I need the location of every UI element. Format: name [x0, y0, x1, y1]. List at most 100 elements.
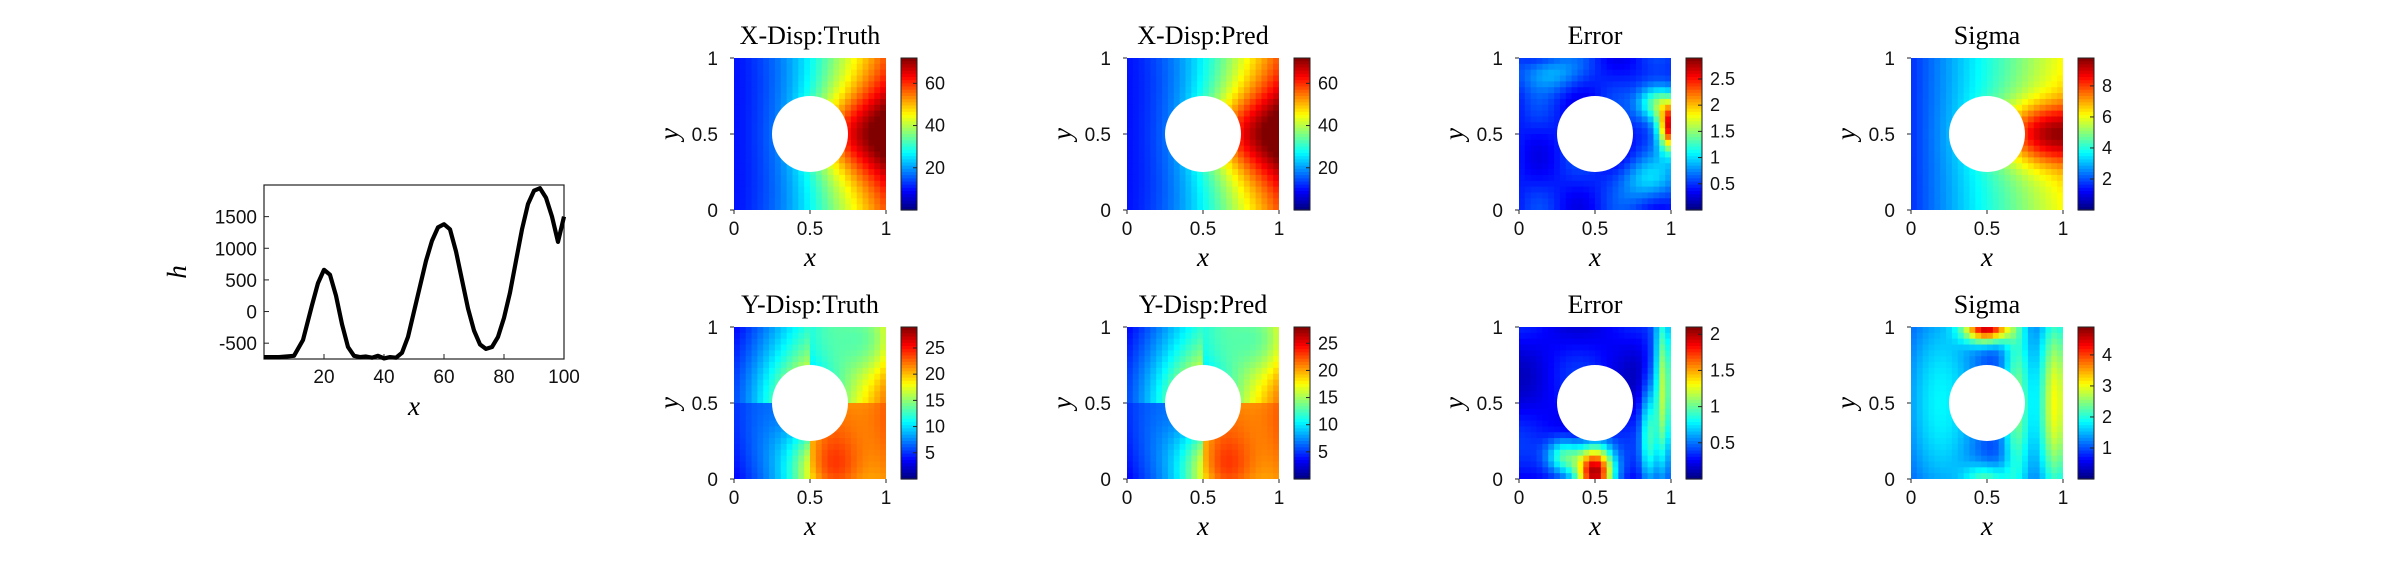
- heatmap-cell: [1273, 151, 1279, 158]
- heatmap-cell: [1595, 69, 1602, 77]
- heatmap-cell: [1232, 455, 1239, 463]
- heatmap-cell: [1641, 145, 1649, 153]
- heatmap-cell: [1542, 379, 1549, 387]
- heatmap-cell: [1238, 157, 1245, 164]
- heatmap-cell: [1647, 204, 1655, 210]
- colorbar-step: [2078, 187, 2094, 192]
- heatmap-cell: [1238, 449, 1245, 457]
- heatmap-cell: [821, 350, 829, 357]
- heatmap-cell: [1156, 350, 1163, 357]
- colorbar-step: [901, 336, 917, 341]
- heatmap-cell: [1203, 186, 1210, 194]
- heatmap-cell: [1571, 69, 1579, 77]
- heatmap-cell: [839, 344, 846, 351]
- colorbar-step: [901, 453, 917, 458]
- heatmap-cell: [1255, 449, 1263, 457]
- heatmap-cell: [1132, 145, 1140, 153]
- heatmap-cell: [745, 122, 753, 129]
- heatmap-cell: [1197, 327, 1204, 334]
- heatmap-cell: [2027, 174, 2035, 182]
- heatmap-cell: [868, 432, 875, 439]
- colorbar-step: [1294, 184, 1310, 189]
- heatmap-cell: [1571, 344, 1579, 351]
- heatmap-cell: [757, 192, 764, 199]
- heatmap-cell: [1577, 93, 1584, 100]
- colorbar-tick-label: 1.5: [1710, 121, 1735, 141]
- heatmap-cell: [2033, 192, 2041, 199]
- heatmap-cells: [1911, 58, 2063, 210]
- colorbar-step: [901, 447, 917, 452]
- heatmap-cell: [774, 338, 782, 346]
- heatmap-cell: [1542, 414, 1549, 422]
- heatmap-cell: [1922, 139, 1930, 147]
- heatmap-cell: [1653, 58, 1660, 65]
- heatmap-cell: [2057, 169, 2063, 176]
- heatmap-cell: [1524, 104, 1532, 112]
- colorbar-step: [901, 156, 917, 160]
- heatmap-cell: [1963, 180, 1971, 188]
- heatmap-cell: [1150, 403, 1157, 410]
- heatmap-cell: [751, 186, 758, 194]
- heatmap-cell: [1185, 350, 1192, 357]
- colorbar-step: [1294, 377, 1310, 382]
- colorbar-step: [1686, 73, 1702, 78]
- colorbar-step: [901, 64, 917, 69]
- heatmap-cell: [815, 75, 823, 82]
- heatmap-cell: [845, 414, 852, 422]
- heatmap-cell: [1987, 81, 1994, 88]
- heatmap-cell: [1238, 122, 1245, 129]
- heatmap-cell: [1565, 174, 1573, 182]
- heatmap-cell: [745, 432, 753, 439]
- heatmap-cell: [1243, 449, 1251, 457]
- heatmap-cell: [745, 145, 753, 153]
- heatmap-cell: [1167, 438, 1175, 445]
- heatmap-cell: [774, 362, 782, 369]
- heatmap-cell: [850, 467, 858, 474]
- heatmap-cell: [1969, 58, 1976, 65]
- heatmap-cell: [1600, 338, 1608, 346]
- heatmap-cell: [880, 403, 886, 410]
- heatmap-cell: [1530, 350, 1538, 357]
- heatmap-cell: [1589, 180, 1596, 188]
- heatmap-cell: [827, 198, 834, 205]
- heatmap-cell: [734, 122, 741, 129]
- heatmap-cell: [1624, 58, 1631, 65]
- colorbar-step: [1294, 456, 1310, 461]
- heatmap-cell: [1208, 356, 1216, 363]
- heatmap-cell: [1559, 186, 1567, 194]
- heatmap-cell: [1261, 403, 1268, 410]
- heatmap-cell: [1536, 98, 1543, 106]
- heatmap-cell: [1583, 180, 1590, 188]
- heatmap-cell: [757, 362, 764, 369]
- heatmap-cell: [1647, 116, 1655, 123]
- colorbar-step: [1294, 149, 1310, 154]
- colorbar-step: [1294, 469, 1310, 474]
- heatmap-cell: [1583, 327, 1590, 334]
- heatmap-cell: [1238, 104, 1245, 112]
- heatmap-cell: [880, 192, 886, 199]
- heatmap-cell: [1589, 344, 1596, 351]
- heatmap-cell: [786, 362, 794, 369]
- heatmap-cell: [1156, 391, 1163, 398]
- heatmap-cell: [827, 93, 834, 100]
- heatmap-cell: [1951, 104, 1959, 112]
- heatmap-cell: [1559, 69, 1567, 77]
- heatmap-cell: [1255, 455, 1263, 463]
- heatmap-cell: [1618, 332, 1625, 340]
- heatmap-cell: [1928, 192, 1935, 199]
- heatmap-cell: [1249, 426, 1257, 433]
- heatmap-cell: [1536, 327, 1543, 334]
- y-axis-label: y: [654, 128, 684, 143]
- heatmap-cell: [1530, 356, 1538, 363]
- heatmap-cell: [856, 420, 864, 427]
- heatmap-cell: [1138, 198, 1146, 205]
- heatmap-cell: [1208, 467, 1216, 474]
- colorbar-step: [1294, 115, 1310, 119]
- heatmap-cell: [1255, 373, 1263, 381]
- heatmap-cell: [2045, 186, 2052, 194]
- heatmap-cell: [1922, 169, 1930, 176]
- heatmap-cell: [1238, 327, 1245, 334]
- heatmap-cell: [1928, 81, 1935, 88]
- heatmap-cell: [1653, 128, 1660, 135]
- heatmap-cell: [792, 467, 799, 474]
